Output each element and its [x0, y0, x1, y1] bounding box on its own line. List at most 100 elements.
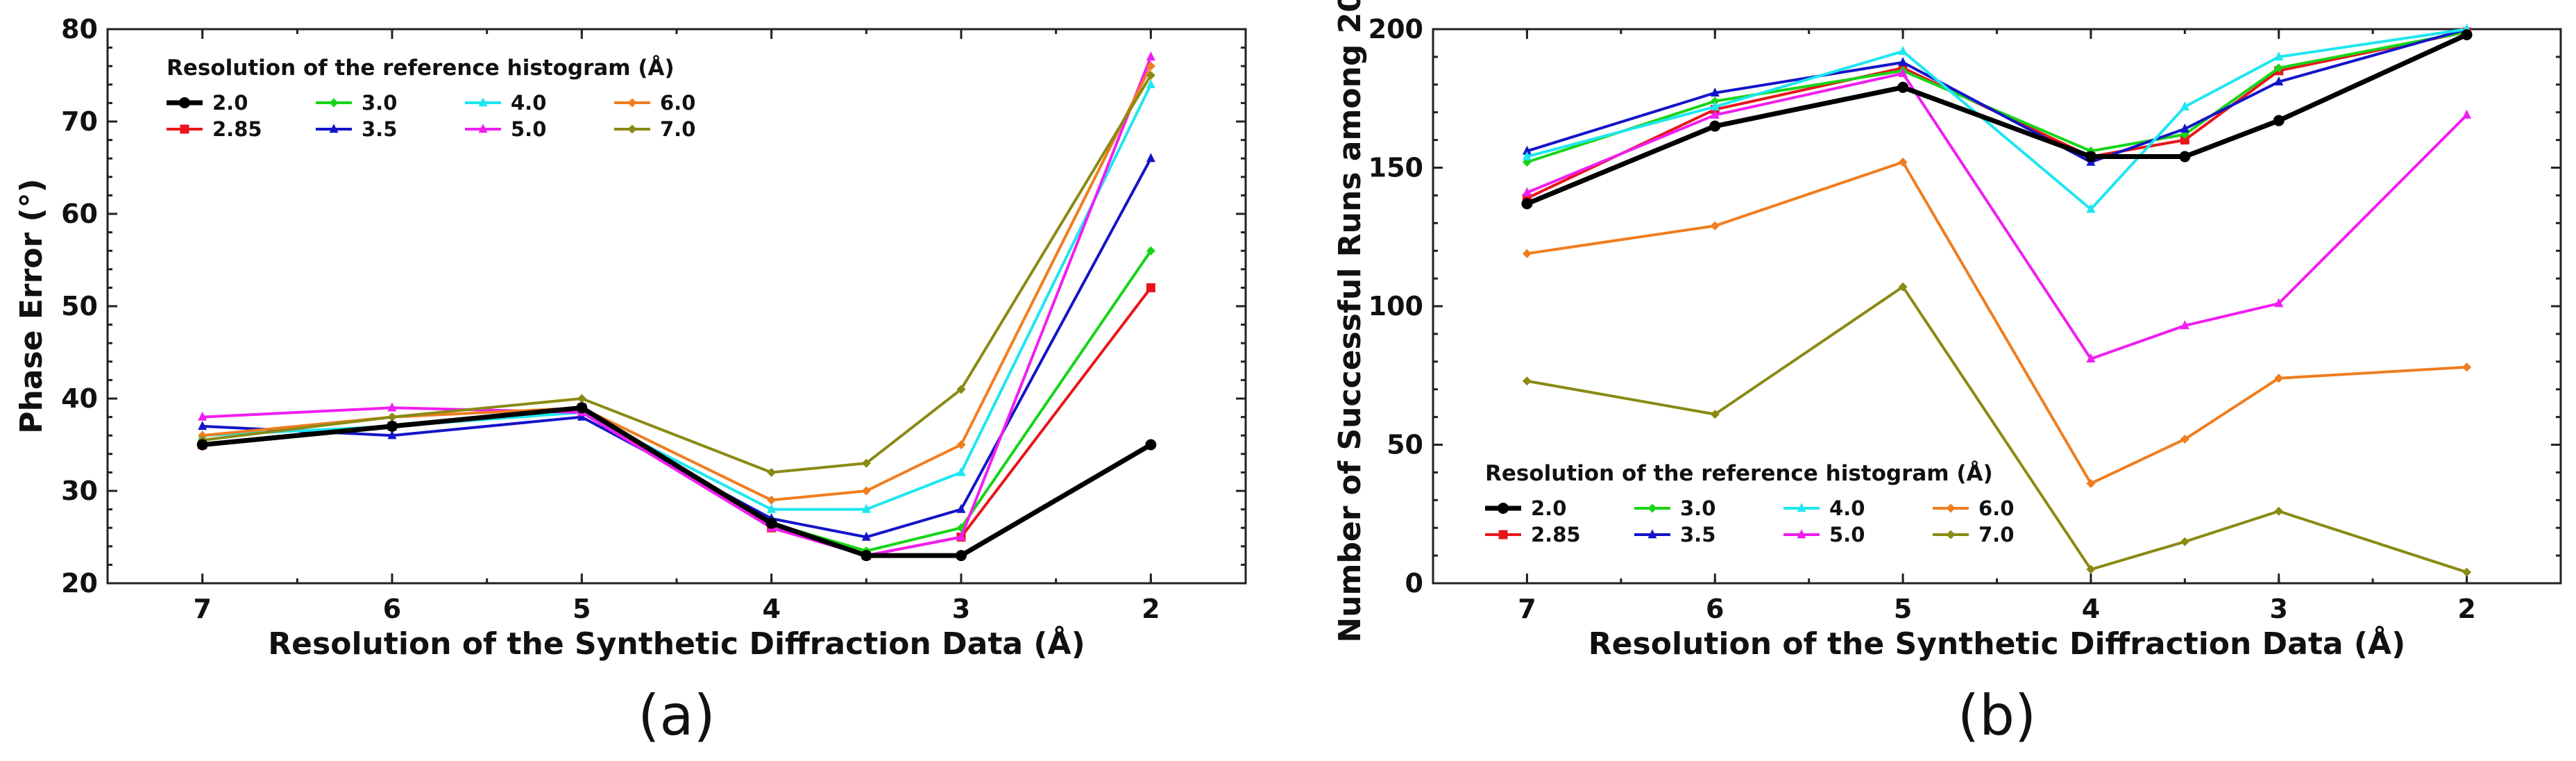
legend-title: Resolution of the reference histogram (Å… — [167, 55, 675, 81]
data-point — [577, 411, 586, 421]
series-line — [1527, 160, 2467, 485]
y-tick-label: 80 — [61, 14, 98, 44]
data-point — [2179, 151, 2191, 162]
series-line — [202, 405, 1153, 558]
data-point — [861, 458, 871, 468]
data-point — [1898, 68, 1908, 78]
legend-swatch-marker — [1946, 503, 1956, 513]
y-tick-label: 200 — [1368, 14, 1423, 44]
legend-label: 3.5 — [1680, 523, 1715, 546]
legend-swatch-marker — [1797, 529, 1806, 539]
data-point — [1522, 249, 1532, 258]
data-point — [577, 394, 586, 403]
panel-label: (a) — [638, 683, 715, 748]
data-point — [1522, 151, 1532, 160]
series-2.85 — [1522, 27, 2472, 203]
data-point — [956, 550, 967, 562]
data-point — [1898, 46, 1908, 56]
legend-label: 4.0 — [511, 91, 546, 115]
panel-label: (b) — [1958, 683, 2036, 748]
x-tick-label: 7 — [1518, 594, 1536, 624]
data-point — [387, 420, 398, 432]
legend-label: 2.0 — [212, 91, 248, 115]
data-point — [1710, 221, 1720, 231]
y-tick-label: 70 — [61, 106, 98, 137]
legend-swatch-marker — [180, 124, 189, 134]
legend-label: 4.0 — [1829, 496, 1865, 520]
legend-swatch-marker — [478, 124, 488, 133]
x-tick-label: 5 — [1894, 594, 1912, 624]
series-4.0 — [1522, 24, 2472, 213]
data-point — [1898, 57, 1908, 67]
data-point — [1710, 410, 1720, 419]
data-point — [2180, 123, 2189, 133]
legend-label: 5.0 — [1829, 523, 1865, 546]
legend-swatch-marker — [329, 98, 339, 108]
data-point — [2180, 537, 2189, 546]
x-tick-label: 2 — [1142, 594, 1160, 624]
legend-swatch-marker — [1797, 503, 1806, 512]
data-point — [861, 503, 871, 513]
data-point — [2086, 353, 2096, 363]
legend-label: 7.0 — [1978, 523, 2014, 546]
data-point — [1146, 246, 1155, 256]
legend-label: 3.0 — [1680, 496, 1715, 520]
data-point — [956, 467, 966, 476]
legend: Resolution of the reference histogram (Å… — [1485, 460, 2014, 546]
chart-panel-a: 20 30 40 50 60 70 80 7 6 5 4 3 2 Resolution of the Sy… — [14, 14, 1247, 748]
x-tick-label: 3 — [2270, 594, 2288, 624]
x-tick-label: 7 — [193, 594, 211, 624]
data-point — [387, 412, 397, 422]
series-6.0 — [1522, 158, 2472, 488]
data-point — [2274, 374, 2284, 383]
y-axis-title: Phase Error (°) — [14, 178, 49, 434]
data-point — [2274, 51, 2284, 61]
legend-label: 5.0 — [511, 117, 546, 141]
x-tick-label: 3 — [952, 594, 970, 624]
series-5.0 — [1522, 68, 2472, 363]
data-point — [767, 503, 777, 513]
legend-label: 6.0 — [1978, 496, 2014, 520]
x-tick-label: 4 — [762, 594, 780, 624]
y-tick-label: 30 — [61, 476, 98, 506]
data-point — [1146, 71, 1155, 80]
data-point — [2462, 567, 2472, 577]
legend-swatch-marker — [1498, 530, 1508, 540]
data-point — [956, 385, 966, 394]
data-point — [2274, 298, 2284, 308]
data-point — [1709, 120, 1721, 132]
data-point — [2180, 435, 2189, 444]
legend-swatch-marker — [1647, 529, 1657, 539]
data-point — [1145, 439, 1157, 451]
series-2.0 — [196, 402, 1157, 562]
data-point — [1146, 283, 1155, 292]
data-point — [1146, 79, 1155, 88]
series-3.0 — [198, 246, 1155, 555]
data-point — [861, 486, 871, 496]
data-point — [1522, 187, 1532, 196]
data-point — [1146, 61, 1155, 71]
legend-label: 7.0 — [660, 117, 695, 141]
data-point — [2274, 76, 2284, 86]
data-point — [2180, 135, 2189, 145]
data-point — [2180, 320, 2189, 330]
series-4.0 — [198, 79, 1155, 513]
legend-label: 2.85 — [212, 117, 262, 141]
legend-label: 2.0 — [1531, 496, 1566, 520]
legend-label: 3.0 — [362, 91, 397, 115]
chart-panel-b: 0 50 100 150 200 7 6 5 4 3 2 Resolution of the Synt… — [1332, 0, 2562, 748]
data-point — [765, 517, 777, 529]
legend-swatch-marker — [1498, 503, 1509, 514]
data-point — [1146, 51, 1155, 61]
legend-title: Resolution of the reference histogram (Å… — [1485, 460, 1993, 486]
data-point — [1898, 158, 1908, 167]
data-point — [2086, 203, 2096, 213]
data-point — [861, 550, 872, 562]
y-tick-label: 0 — [1405, 568, 1423, 599]
data-point — [2461, 28, 2473, 40]
series-line — [202, 83, 1153, 511]
series-2.0 — [1521, 28, 2473, 210]
legend-swatch-marker — [1946, 530, 1956, 540]
data-point — [1522, 376, 1532, 386]
